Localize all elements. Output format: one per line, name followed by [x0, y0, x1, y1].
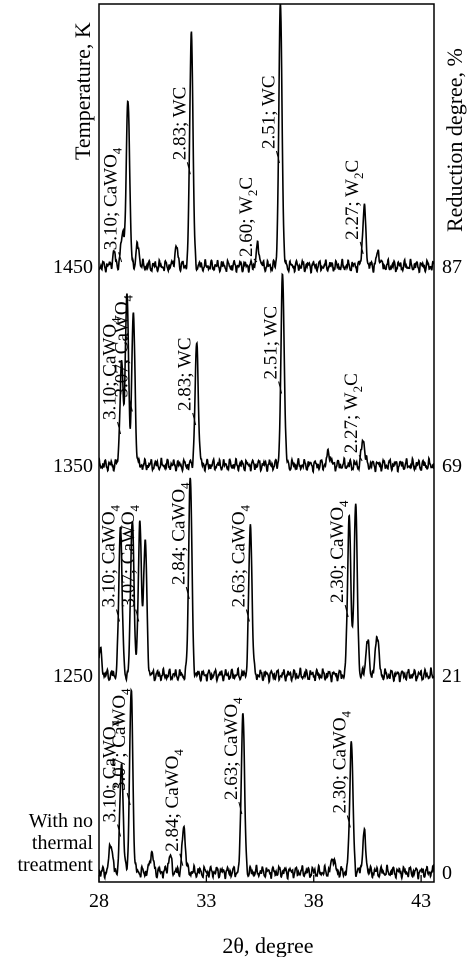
annotation-leader — [346, 815, 351, 828]
trace-label-left: 1450 — [53, 256, 93, 278]
annotation-text: 3.10; CaWO4 — [100, 317, 124, 420]
annotation-leader — [126, 792, 131, 806]
x-tick-label: 28 — [89, 890, 109, 912]
annotation-text: 2.83; WC — [169, 87, 190, 161]
annotation-text: 2.84; CaWO4 — [168, 482, 192, 585]
peak-annotation: 2.51; WC — [261, 306, 283, 394]
annotation-text: 3.07; CaWO4 — [111, 294, 135, 397]
annotation-text: 2.27; W2C — [342, 160, 366, 240]
annotation-leader — [278, 381, 283, 394]
x-axis-label: 2θ, degree — [222, 933, 313, 957]
annotation-text: 3.10; CaWO4 — [101, 147, 125, 250]
trace-label-left: 1250 — [53, 665, 93, 687]
annotation-text: 3.07; CaWO4 — [109, 688, 133, 791]
annotation-leader — [186, 162, 191, 175]
annotation-leader — [275, 150, 280, 164]
annotation-text: 2.63; CaWO4 — [221, 697, 245, 800]
peak-annotation: 2.84; CaWO4 — [168, 482, 192, 600]
peak-annotation: 2.30; CaWO4 — [327, 500, 351, 618]
x-tick-label: 38 — [304, 890, 324, 912]
annotation-text: 3.10; CaWO4 — [98, 504, 122, 607]
peak-annotation: 2.60; W2C — [236, 177, 260, 263]
annotation-leader — [344, 604, 349, 618]
annotation-text: 2.83; WC — [175, 337, 196, 411]
annotation-leader — [117, 421, 122, 435]
peak-annotation: 2.27; W2C — [342, 160, 366, 255]
annotation-leader — [185, 586, 190, 600]
trace-line — [99, 687, 434, 882]
peak-annotation: 3.07; CaWO4 — [118, 504, 142, 622]
annotation-leader — [253, 258, 258, 263]
trace-line — [99, 272, 434, 475]
peak-annotation: 2.63; CaWO4 — [228, 504, 252, 622]
peak-annotation: 2.84; CaWO4 — [162, 749, 186, 866]
diffraction-traces — [99, 4, 434, 882]
y-axis-label-right: Reduction degree, % — [442, 48, 467, 232]
annotation-leader — [117, 824, 122, 837]
trace-line — [99, 477, 434, 685]
annotation-text: 2.63; CaWO4 — [228, 504, 252, 607]
y-axis-label-left: Temperature, K — [70, 22, 95, 160]
peak-annotation: 2.27; W2C — [341, 373, 365, 462]
peak-annotation: 3.10; CaWO4 — [100, 317, 124, 435]
x-tick-label: 33 — [196, 890, 216, 912]
peak-annotation: 3.10; CaWO4 — [100, 719, 124, 837]
plot-frame: With no thermal treatment 0 1250 21 1350 69 1450… — [17, 3, 462, 884]
peak-annotation: 2.83; WC — [175, 337, 197, 426]
trace-label-right: 0 — [442, 862, 452, 884]
peak-annotation: 2.30; CaWO4 — [329, 710, 353, 828]
annotation-leader — [179, 853, 184, 866]
peak-annotation: 3.10; CaWO4 — [98, 504, 122, 622]
plot-border — [98, 3, 435, 883]
annotation-leader — [118, 252, 123, 263]
annotation-leader — [192, 412, 197, 426]
peak-annotation: 2.51; WC — [258, 75, 280, 164]
peak-annotation: 3.07; CaWO4 — [111, 294, 135, 412]
peak-annotation: 3.10; CaWO4 — [101, 147, 125, 263]
x-axis-ticks: 28 33 38 43 — [89, 875, 431, 912]
trace-label-right: 69 — [442, 455, 462, 477]
annotation-text: 3.10; CaWO4 — [100, 719, 124, 822]
annotation-leader — [115, 609, 120, 622]
annotation-text: 2.51; WC — [261, 306, 282, 380]
annotation-text: 2.84; CaWO4 — [162, 749, 186, 852]
trace-label-right: 87 — [442, 256, 462, 278]
annotation-text: 2.60; W2C — [236, 177, 260, 257]
trace-line — [99, 4, 434, 274]
x-tick-label: 43 — [411, 890, 431, 912]
peak-annotation: 2.63; CaWO4 — [221, 697, 245, 815]
peak-annotation: 2.83; WC — [169, 87, 191, 175]
annotation-text: 2.51; WC — [258, 75, 279, 149]
peak-annotations: 3.10; CaWO4 2.83; WC 2.60; W2C 2.51; WC 2.27… — [98, 75, 366, 866]
annotation-leader — [135, 609, 140, 622]
annotation-leader — [245, 609, 250, 622]
trace-label-left: 1350 — [53, 455, 93, 477]
annotation-leader — [359, 241, 364, 255]
annotation-text: 2.27; W2C — [341, 373, 365, 453]
annotation-text: 3.07; CaWO4 — [118, 504, 142, 607]
trace-label-left: With no thermal treatment — [17, 810, 93, 876]
annotation-text: 2.30; CaWO4 — [327, 500, 351, 603]
trace-label-right: 21 — [442, 665, 462, 687]
annotation-leader — [358, 455, 363, 462]
peak-annotation: 3.07; CaWO4 — [109, 688, 133, 806]
annotation-text: 2.30; CaWO4 — [329, 710, 353, 813]
annotation-leader — [128, 399, 133, 412]
annotation-leader — [238, 801, 243, 815]
